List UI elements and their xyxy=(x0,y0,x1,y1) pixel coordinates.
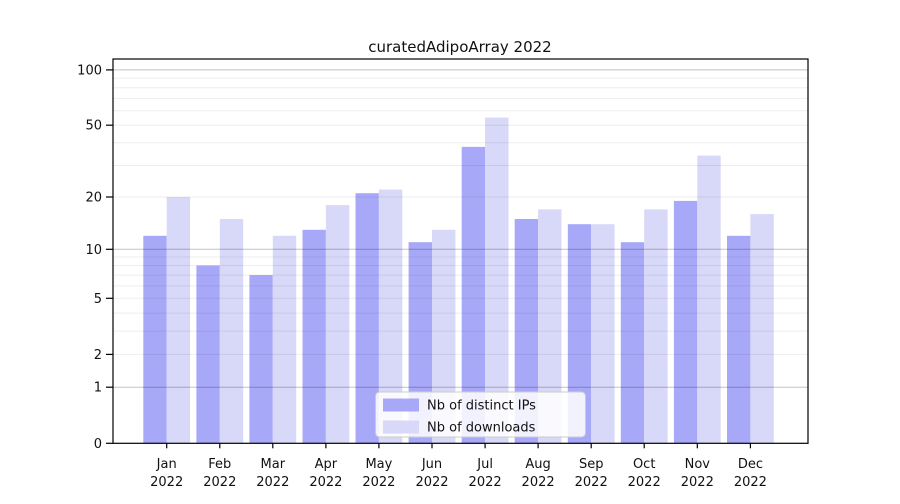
x-tick-label-year: 2022 xyxy=(469,475,502,490)
bar-mar-ips xyxy=(249,275,273,444)
x-tick-label-month: Feb xyxy=(208,457,231,472)
y-tick-label: 100 xyxy=(77,63,102,78)
bars-layer xyxy=(143,117,774,444)
x-tick-label-year: 2022 xyxy=(150,475,183,490)
x-tick-label-year: 2022 xyxy=(575,475,608,490)
x-tick-label-year: 2022 xyxy=(734,475,767,490)
x-tick-label-year: 2022 xyxy=(203,475,236,490)
x-tick-label-month: Jun xyxy=(421,457,442,472)
x-tick-label-month: Dec xyxy=(738,457,763,472)
bar-aug-ips xyxy=(514,219,539,444)
bar-mar-downloads xyxy=(272,235,297,444)
bar-jan-downloads xyxy=(166,197,191,444)
y-tick-label: 0 xyxy=(94,437,102,452)
bar-may-ips xyxy=(355,193,379,444)
bar-may-downloads xyxy=(378,189,403,444)
bar-nov-ips xyxy=(673,200,698,444)
bar-feb-downloads xyxy=(219,219,244,444)
legend-label-downloads: Nb of downloads xyxy=(427,421,536,436)
bar-feb-ips xyxy=(196,265,220,444)
plot-area-border xyxy=(112,58,809,444)
bar-dec-ips xyxy=(727,235,751,444)
x-tick-label-year: 2022 xyxy=(256,475,289,490)
legend-label-distinct-ips: Nb of distinct IPs xyxy=(427,399,536,414)
y-tick-label: 1 xyxy=(94,381,102,396)
bar-oct-downloads xyxy=(644,209,668,444)
bar-jul-ips xyxy=(461,146,486,444)
x-tick-label-year: 2022 xyxy=(681,475,714,490)
x-tick-label-year: 2022 xyxy=(522,475,555,490)
x-tick-label-year: 2022 xyxy=(309,475,342,490)
x-tick-label-month: Sep xyxy=(579,457,604,472)
y-tick-label: 10 xyxy=(85,243,102,258)
legend-swatch-downloads xyxy=(383,420,419,434)
x-tick-label-month: Aug xyxy=(525,457,550,472)
bar-apr-downloads xyxy=(325,205,350,444)
bar-sep-downloads xyxy=(591,224,615,444)
x-tick-label-month: Jan xyxy=(156,457,177,472)
chart-title: curatedAdipoArray 2022 xyxy=(368,38,551,56)
bar-jun-downloads xyxy=(432,229,456,444)
legend: Nb of distinct IPs Nb of downloads xyxy=(375,391,586,438)
x-tick-label-month: Nov xyxy=(685,457,711,472)
y-tick-label: 20 xyxy=(85,191,102,206)
legend-swatch-distinct-ips xyxy=(383,398,419,412)
bar-apr-ips xyxy=(302,229,326,444)
x-tick-label-month: Jul xyxy=(476,457,493,472)
bar-oct-ips xyxy=(620,242,645,444)
bar-aug-downloads xyxy=(538,209,562,444)
x-tick-label-month: May xyxy=(365,457,392,472)
legend-box xyxy=(375,391,586,438)
axes-layer: 1005020105210Jan2022Feb2022Mar2022Apr202… xyxy=(77,63,767,490)
x-tick-label-year: 2022 xyxy=(415,475,448,490)
y-tick-label: 5 xyxy=(94,292,102,307)
y-tick-label: 2 xyxy=(94,348,102,363)
x-tick-label-month: Oct xyxy=(633,457,655,472)
bar-nov-downloads xyxy=(697,155,721,444)
x-tick-label-month: Mar xyxy=(261,457,286,472)
bar-jul-downloads xyxy=(485,117,509,444)
y-tick-label: 50 xyxy=(85,119,102,134)
x-tick-label-year: 2022 xyxy=(628,475,661,490)
x-tick-label-year: 2022 xyxy=(362,475,395,490)
gridlines-layer xyxy=(113,69,808,388)
bar-jan-ips xyxy=(143,235,167,444)
bar-sep-ips xyxy=(567,224,592,444)
x-tick-label-month: Apr xyxy=(315,457,338,472)
bar-dec-downloads xyxy=(750,214,774,444)
